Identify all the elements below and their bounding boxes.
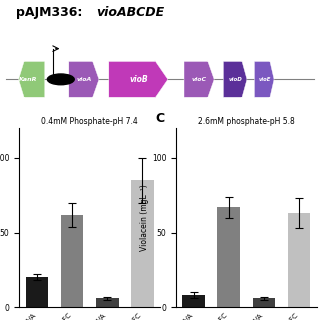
Bar bbox=[131, 180, 154, 307]
Title: 2.6mM phosphate-pH 5.8: 2.6mM phosphate-pH 5.8 bbox=[198, 117, 295, 126]
FancyArrow shape bbox=[254, 60, 274, 98]
Text: vioD: vioD bbox=[228, 77, 242, 82]
Bar bbox=[288, 213, 310, 307]
FancyArrow shape bbox=[109, 60, 168, 98]
Text: vioE: vioE bbox=[258, 77, 271, 82]
Bar bbox=[218, 207, 240, 307]
Bar bbox=[61, 215, 84, 307]
Bar bbox=[96, 298, 118, 307]
Text: vioABCDE: vioABCDE bbox=[96, 6, 164, 20]
Bar bbox=[26, 277, 48, 307]
FancyArrow shape bbox=[184, 60, 214, 98]
FancyArrow shape bbox=[19, 60, 45, 98]
Bar bbox=[182, 295, 205, 307]
Text: vioB: vioB bbox=[130, 75, 148, 84]
Y-axis label: Violacein (mgL⁻¹): Violacein (mgL⁻¹) bbox=[140, 184, 149, 251]
Text: vioC: vioC bbox=[192, 77, 207, 82]
Bar bbox=[252, 298, 275, 307]
FancyArrow shape bbox=[223, 60, 247, 98]
Text: KanR: KanR bbox=[19, 77, 37, 82]
Text: vioA: vioA bbox=[76, 77, 92, 82]
FancyArrow shape bbox=[69, 60, 99, 98]
Text: pAJM336:: pAJM336: bbox=[16, 6, 82, 20]
Circle shape bbox=[47, 74, 74, 85]
Title: 0.4mM Phosphate-pH 7.4: 0.4mM Phosphate-pH 7.4 bbox=[41, 117, 138, 126]
Text: C: C bbox=[156, 112, 164, 125]
